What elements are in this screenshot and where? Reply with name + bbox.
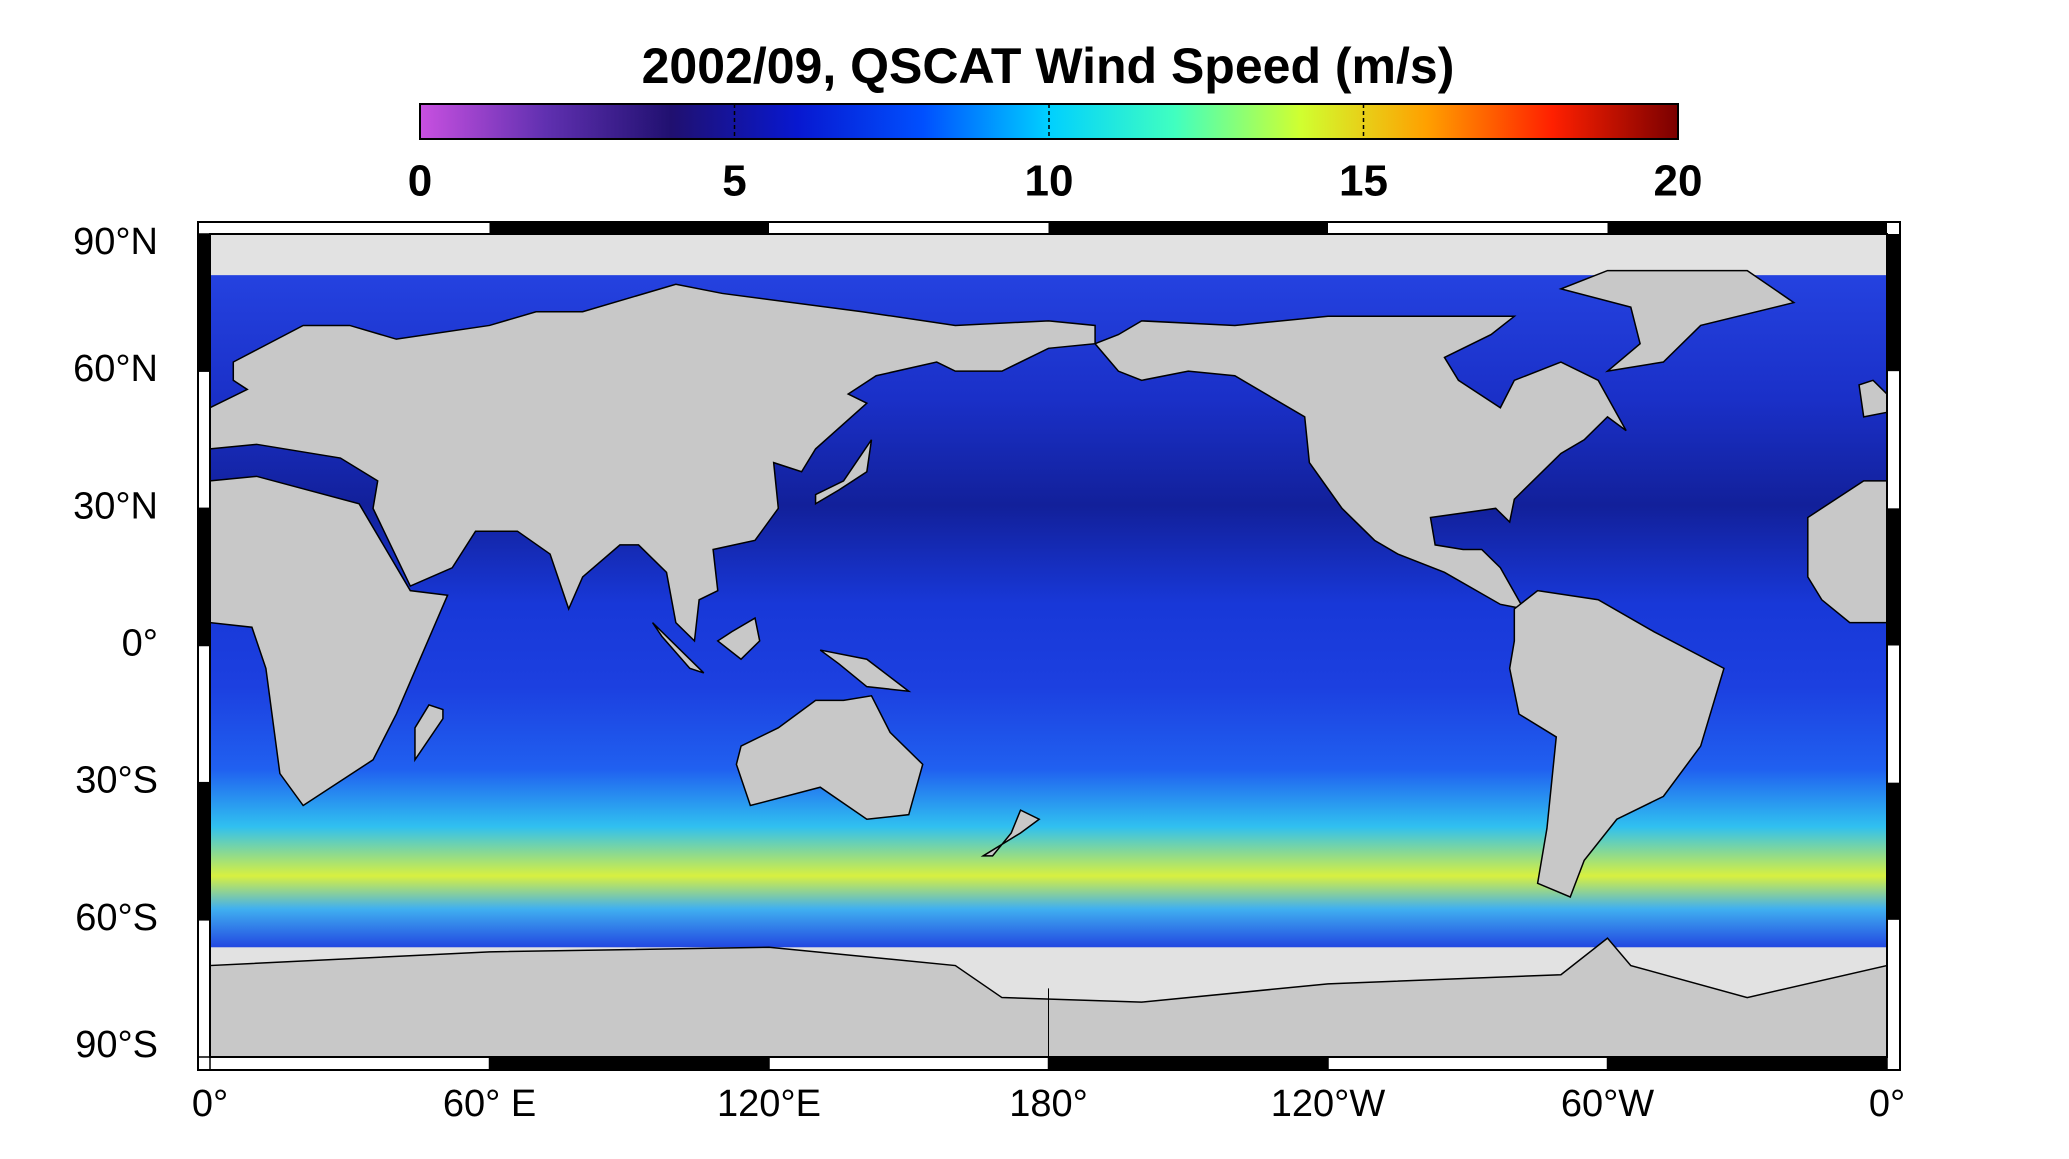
y-tick-label: 60°S [75,897,158,939]
land [980,809,1041,857]
y-tick-label: 0° [122,623,158,665]
land [814,439,873,506]
frame-band [1048,222,1328,234]
frame-band [489,222,769,234]
title: 2002/09, QSCAT Wind Speed (m/s) [642,38,1455,94]
land [209,937,1888,1058]
y-tick-label: 90°S [75,1024,158,1066]
x-tick-label: 60° E [443,1083,536,1125]
land [819,649,912,693]
land [1558,269,1796,373]
land [651,622,705,674]
frame-band [1887,782,1900,920]
frame-band [1048,1057,1328,1070]
frame-band [1887,508,1900,646]
land [414,704,444,763]
frame-band [198,508,210,646]
colorbar-tick-label: 20 [1654,157,1703,206]
frame-band [1607,222,1887,234]
y-tick-label: 30°N [73,485,158,527]
land [1093,315,1627,610]
y-tick-label: 30°S [75,760,158,802]
polar-ice [210,234,1887,276]
land [735,694,924,821]
x-tick-label: 120°E [717,1083,821,1125]
frame-band [198,234,210,372]
x-tick-label: 60°W [1561,1083,1654,1125]
colorbar-tick-label: 10 [1025,157,1074,206]
colorbar-tick-label: 5 [722,157,746,206]
land [209,283,1096,643]
colorbar-tick-label: 15 [1339,157,1388,206]
colorbar-tick-label: 0 [408,157,432,206]
land [716,616,761,661]
frame-band [489,1057,769,1070]
land [1858,379,1888,418]
y-tick-label: 90°N [73,221,158,263]
y-tick-label: 60°N [73,348,158,390]
x-tick-label: 0° [192,1083,228,1125]
frame-band [198,782,210,920]
x-tick-label: 120°W [1271,1083,1386,1125]
frame-band [1607,1057,1887,1070]
frame-band [1887,234,1900,372]
land [209,475,449,807]
land [1508,589,1725,898]
x-tick-label: 0° [1869,1083,1905,1125]
x-tick-label: 180° [1009,1083,1088,1125]
